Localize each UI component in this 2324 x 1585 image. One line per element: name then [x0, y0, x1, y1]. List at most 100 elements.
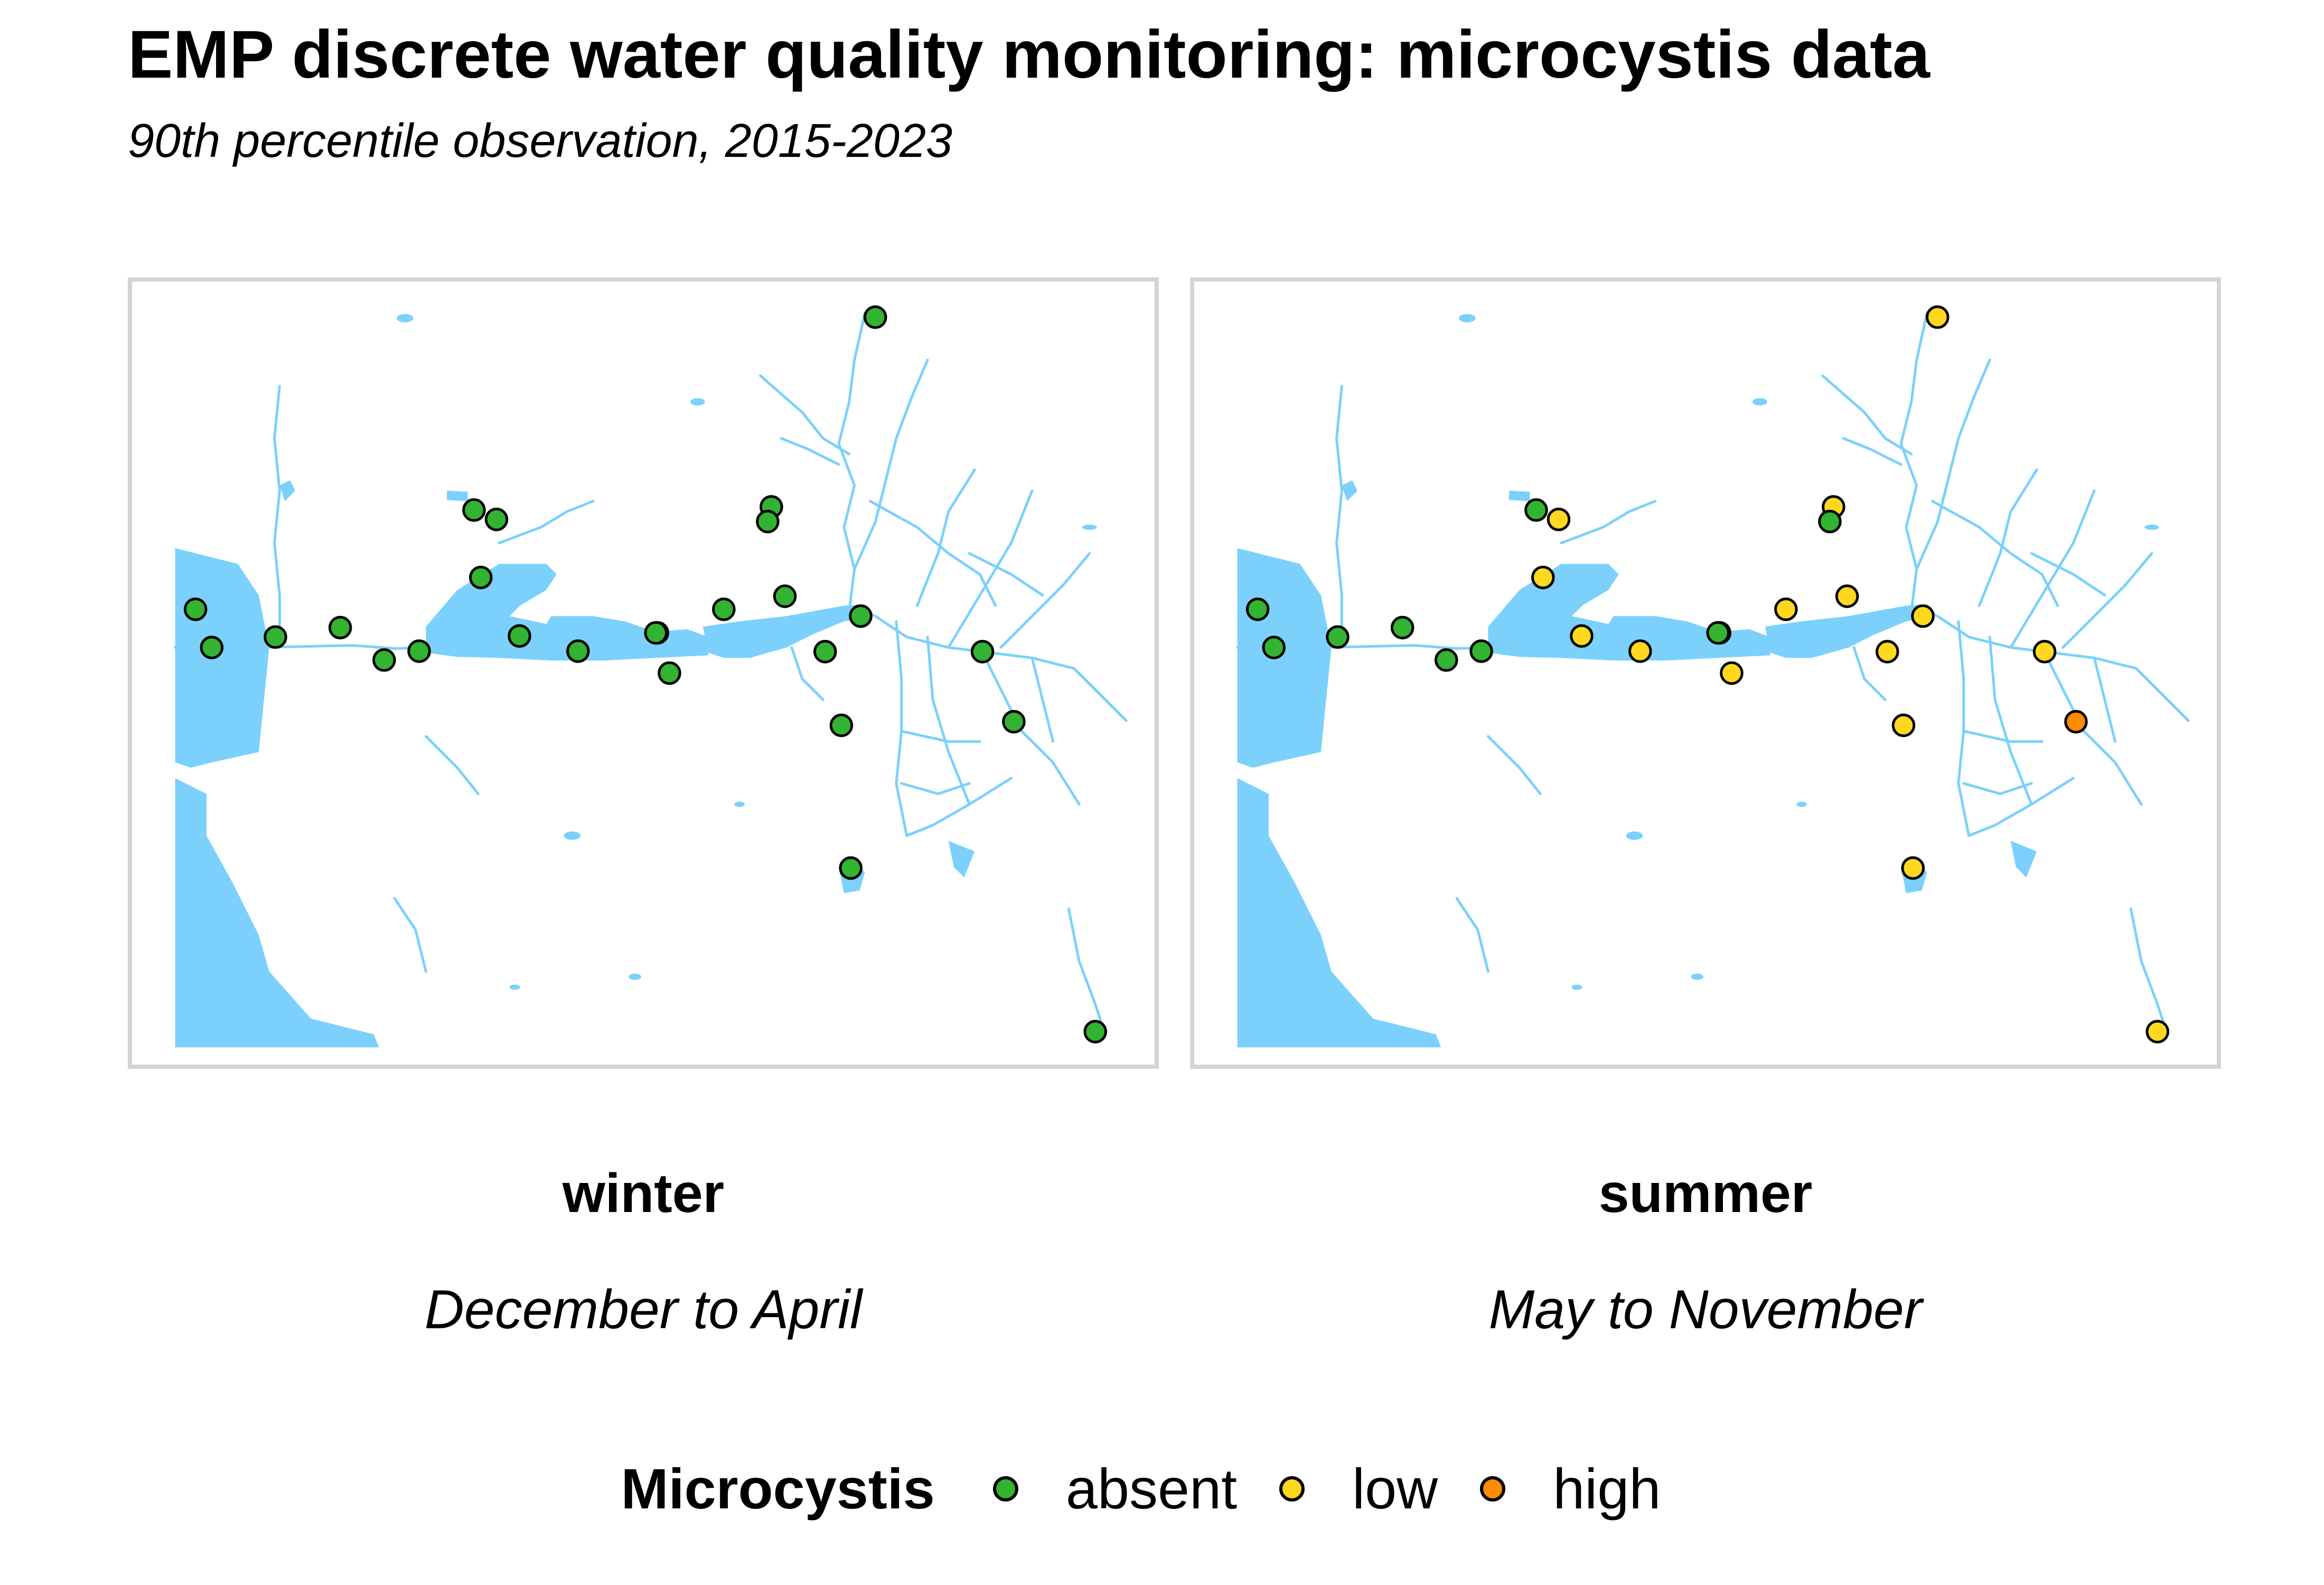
water-pond-winter-1	[690, 398, 705, 406]
water-channel-summer-15	[1962, 782, 2033, 796]
water-channel-summer-2	[1335, 385, 1343, 649]
water-area-winter-1	[175, 778, 379, 1048]
water-area-winter-6	[447, 490, 468, 501]
water-channel-winter-3	[837, 311, 866, 612]
water-pond-summer-5	[1626, 831, 1643, 840]
station-marker-winter-18	[849, 604, 873, 628]
legend-item-high: high	[1480, 1456, 1661, 1522]
water-area-summer-5	[2010, 841, 2037, 878]
legend-dot-absent	[992, 1476, 1018, 1502]
water-channel-winter-5	[759, 374, 851, 455]
water-channel-winter-24	[498, 500, 595, 545]
station-marker-summer-22	[2064, 710, 2088, 734]
water-pond-winter-0	[397, 314, 414, 323]
water-channel-winter-4	[853, 358, 929, 571]
station-marker-winter-23	[1083, 1020, 1108, 1043]
water-channel-summer-4	[1915, 358, 1991, 571]
water-area-summer-6	[1509, 490, 1530, 501]
station-marker-summer-7	[1547, 507, 1571, 532]
station-marker-summer-3	[1390, 616, 1414, 640]
legend-item-low: low	[1279, 1456, 1438, 1522]
water-area-winter-3	[702, 604, 876, 658]
legend-label-high: high	[1553, 1457, 1661, 1521]
station-marker-summer-23	[2145, 1020, 2170, 1043]
water-area-winter-0	[175, 548, 269, 768]
water-channel-winter-2	[273, 385, 281, 649]
station-marker-summer-9	[1570, 624, 1594, 648]
water-pond-summer-2	[2144, 525, 2159, 530]
water-channel-winter-23	[393, 897, 427, 973]
water-area-summer-1	[1237, 778, 1441, 1048]
water-channel-summer-11	[2009, 489, 2096, 649]
water-pond-summer-1	[1753, 398, 1767, 406]
water-channel-summer-12	[2040, 646, 2143, 806]
water-pond-winter-5	[564, 831, 581, 840]
water-channel-summer-17	[1967, 777, 2075, 837]
water-channel-summer-21	[1852, 646, 1887, 701]
water-channel-summer-16	[1962, 730, 2044, 743]
water-channel-winter-10	[926, 636, 971, 806]
water-channel-winter-8	[874, 614, 1128, 722]
station-marker-summer-12	[1720, 661, 1744, 685]
water-channel-winter-9	[895, 620, 908, 837]
water-area-winter-7	[279, 480, 296, 501]
water-channel-winter-11	[947, 489, 1034, 649]
water-pond-winter-2	[1082, 525, 1097, 530]
station-marker-summer-19	[1891, 713, 1916, 738]
station-marker-winter-9	[508, 624, 531, 648]
water-channel-summer-13	[2061, 552, 2153, 649]
station-marker-winter-4	[372, 648, 396, 672]
station-marker-summer-25	[1706, 621, 1730, 645]
water-channel-summer-24	[1560, 500, 1657, 545]
station-marker-winter-13	[712, 598, 736, 621]
station-marker-winter-12	[658, 661, 681, 685]
water-pond-winter-3	[629, 973, 642, 980]
water-pond-summer-4	[1571, 984, 1582, 990]
water-channel-summer-10	[1988, 636, 2033, 806]
station-marker-winter-25	[644, 621, 668, 645]
station-marker-summer-16	[1835, 584, 1859, 608]
water-pond-summer-6	[1796, 801, 1807, 807]
station-marker-summer-10	[1628, 639, 1652, 663]
water-channel-winter-18	[968, 552, 1044, 597]
station-marker-summer-8	[1531, 565, 1555, 590]
station-marker-summer-18	[1911, 604, 1935, 628]
legend-label-low: low	[1352, 1457, 1438, 1521]
station-marker-winter-3	[328, 616, 352, 640]
water-channel-winter-17	[905, 777, 1013, 837]
station-marker-winter-20	[839, 856, 863, 880]
station-marker-winter-19	[829, 713, 854, 738]
water-channel-winter-13	[999, 552, 1091, 649]
station-marker-summer-15	[1818, 509, 1842, 534]
water-area-summer-3	[1765, 604, 1938, 658]
water-channel-winter-16	[900, 730, 981, 743]
water-channel-winter-0	[257, 644, 427, 650]
water-area-winter-2	[426, 564, 708, 661]
station-marker-winter-21	[970, 640, 995, 664]
map-panel-summer	[1190, 277, 2221, 1069]
station-marker-winter-24	[863, 305, 887, 329]
water-channel-summer-19	[2093, 656, 2117, 743]
water-channel-summer-9	[1957, 620, 1971, 837]
page-title: EMP discrete water quality monitoring: m…	[128, 17, 1930, 92]
water-channel-summer-20	[2129, 907, 2169, 1036]
station-marker-summer-1	[1262, 636, 1286, 659]
station-marker-summer-21	[2032, 640, 2057, 664]
map-svg-winter	[174, 305, 1128, 1048]
water-channel-summer-3	[1899, 311, 1928, 612]
water-channel-winter-19	[1030, 656, 1055, 743]
panel-months-summer: May to November	[1488, 1279, 1923, 1340]
station-marker-summer-4	[1435, 648, 1458, 672]
panel-months-winter: December to April	[424, 1279, 863, 1340]
map-panel-winter	[128, 277, 1159, 1069]
water-channel-winter-12	[978, 646, 1081, 806]
station-marker-winter-6	[462, 498, 486, 522]
water-channel-summer-6	[1842, 437, 1903, 466]
station-marker-winter-1	[200, 636, 224, 659]
water-pond-summer-0	[1459, 314, 1476, 323]
station-marker-summer-5	[1469, 639, 1493, 663]
water-pond-winter-4	[509, 984, 520, 990]
water-channel-winter-20	[1067, 907, 1107, 1036]
water-channel-winter-22	[424, 735, 480, 796]
legend-dot-low	[1279, 1476, 1305, 1502]
